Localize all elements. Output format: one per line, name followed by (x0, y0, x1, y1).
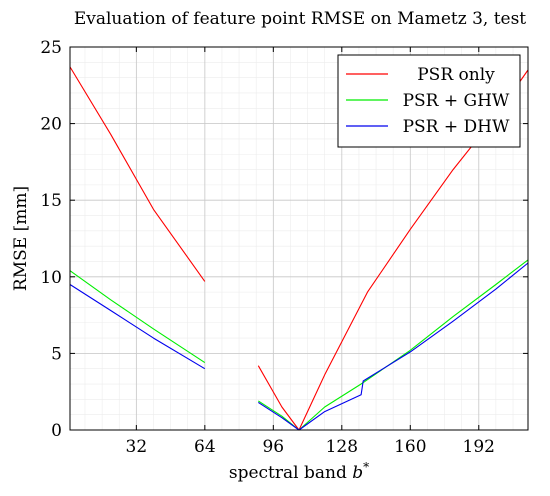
legend-label: PSR + DHW (403, 117, 510, 137)
x-axis-title: spectral band b* (229, 460, 369, 483)
y-tick-label: 20 (40, 115, 62, 135)
legend-label: PSR + GHW (403, 91, 510, 111)
x-tick-label: 96 (262, 437, 284, 457)
series-line-psr-ghw (69, 270, 206, 364)
y-tick-label: 25 (40, 38, 62, 58)
legend-label: PSR only (417, 65, 495, 85)
series-line-psr-dhw (69, 284, 206, 370)
series-line-psr-only (69, 66, 206, 282)
y-tick-label: 15 (40, 191, 62, 211)
y-tick-label: 0 (51, 421, 62, 441)
series-line-psr-ghw (258, 259, 529, 431)
x-tick-label: 64 (194, 437, 216, 457)
y-tick-label: 10 (40, 268, 62, 288)
axis-ticks: 32 64 96 128 160 192 0 5 10 15 20 25 (40, 38, 528, 457)
legend-box (337, 54, 521, 148)
plot-lines (69, 66, 529, 431)
plot-frame (69, 46, 529, 431)
x-tick-label: 192 (463, 437, 495, 457)
legend: PSR only PSR + GHW PSR + DHW (337, 54, 521, 148)
x-tick-label: 32 (126, 437, 148, 457)
y-axis-title: RMSE [mm] (11, 186, 31, 291)
x-tick-label: 160 (394, 437, 426, 457)
y-tick-label: 5 (51, 344, 62, 364)
series-line-psr-dhw (258, 262, 529, 431)
x-tick-label: 128 (326, 437, 358, 457)
chart-title: Evaluation of feature point RMSE on Mame… (74, 9, 526, 29)
